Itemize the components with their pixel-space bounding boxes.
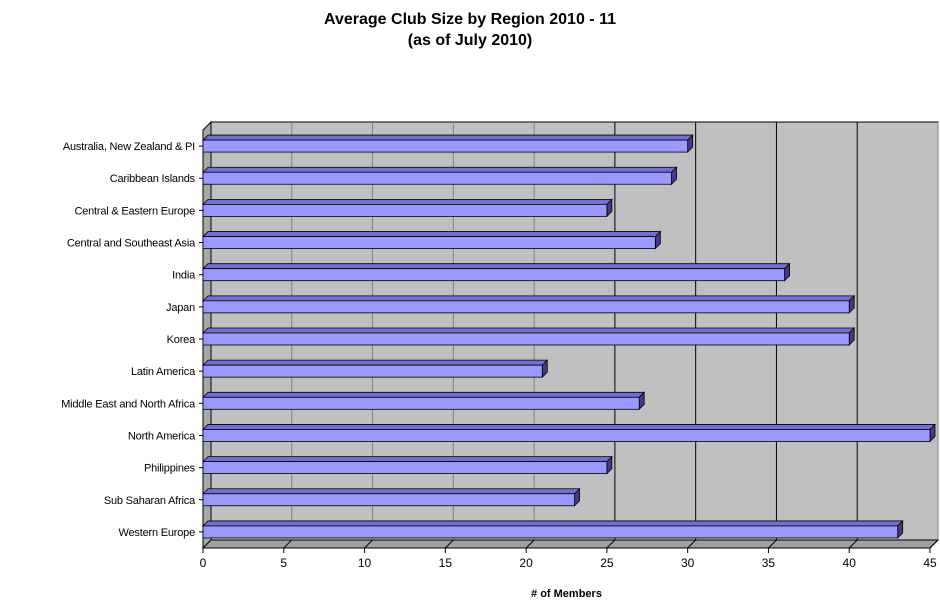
x-tick-label: 15 bbox=[439, 556, 453, 570]
category-label: North America bbox=[128, 430, 196, 442]
category-label: Central & Eastern Europe bbox=[74, 205, 195, 217]
bar-top bbox=[202, 456, 613, 463]
bar-top bbox=[202, 391, 646, 398]
bar-top bbox=[202, 231, 662, 237]
gridline-floor bbox=[283, 539, 293, 549]
bar bbox=[202, 461, 608, 475]
x-axis-title: # of Members bbox=[531, 588, 602, 600]
chart-title: Average Club Size by Region 2010 - 11 bbox=[324, 11, 616, 28]
chart-subtitle: (as of July 2010) bbox=[407, 32, 533, 49]
category-label: Central and Southeast Asia bbox=[67, 238, 196, 250]
x-tick-label: 40 bbox=[843, 556, 857, 570]
bar-top bbox=[202, 295, 856, 302]
x-tick-label: 5 bbox=[280, 556, 287, 570]
plot-floor bbox=[201, 539, 940, 549]
bar bbox=[202, 236, 656, 249]
bar bbox=[202, 525, 899, 539]
bar bbox=[202, 300, 850, 314]
bar-top bbox=[202, 134, 694, 141]
bar bbox=[202, 493, 575, 507]
category-label: Latin America bbox=[131, 366, 196, 378]
category-label: Western Europe bbox=[119, 527, 196, 539]
bar-top bbox=[202, 198, 613, 205]
category-label: Japan bbox=[166, 302, 195, 314]
x-tick-label: 10 bbox=[358, 556, 372, 570]
bar-top bbox=[202, 166, 678, 173]
gridline-floor bbox=[525, 539, 535, 549]
gridline-floor bbox=[364, 539, 373, 549]
category-label: Caribbean Islands bbox=[110, 173, 196, 185]
category-label: Korea bbox=[167, 334, 196, 346]
category-label: Philippines bbox=[144, 463, 196, 475]
bar-top bbox=[202, 520, 904, 527]
category-label: Middle East and North Africa bbox=[61, 398, 196, 410]
x-tick-label: 20 bbox=[519, 556, 533, 570]
gridline-floor bbox=[444, 539, 454, 549]
bar-top bbox=[202, 424, 936, 430]
bar bbox=[202, 268, 785, 282]
category-label: India bbox=[172, 270, 196, 282]
bar bbox=[202, 364, 543, 378]
x-tick-label: 45 bbox=[923, 556, 937, 570]
bar bbox=[202, 429, 931, 442]
x-tick-label: 25 bbox=[600, 556, 614, 570]
bar-top bbox=[202, 359, 549, 366]
gridline-floor bbox=[606, 539, 616, 549]
bar bbox=[202, 139, 689, 153]
bar-top bbox=[202, 488, 581, 495]
category-label: Australia, New Zealand & PI bbox=[63, 141, 195, 153]
category-label: Sub Saharan Africa bbox=[104, 495, 196, 507]
gridline-floor bbox=[768, 539, 777, 549]
x-tick-label: 35 bbox=[762, 556, 776, 570]
gridline-floor bbox=[848, 539, 858, 549]
bar bbox=[202, 203, 608, 217]
gridline-floor bbox=[687, 539, 697, 549]
bar-top bbox=[202, 263, 791, 270]
x-tick-label: 0 bbox=[200, 556, 207, 570]
gridline-floor bbox=[929, 539, 939, 549]
bar bbox=[202, 171, 672, 185]
x-tick-label: 30 bbox=[681, 556, 695, 570]
bar bbox=[202, 332, 850, 346]
bar bbox=[202, 396, 640, 410]
bar-top bbox=[202, 327, 856, 334]
